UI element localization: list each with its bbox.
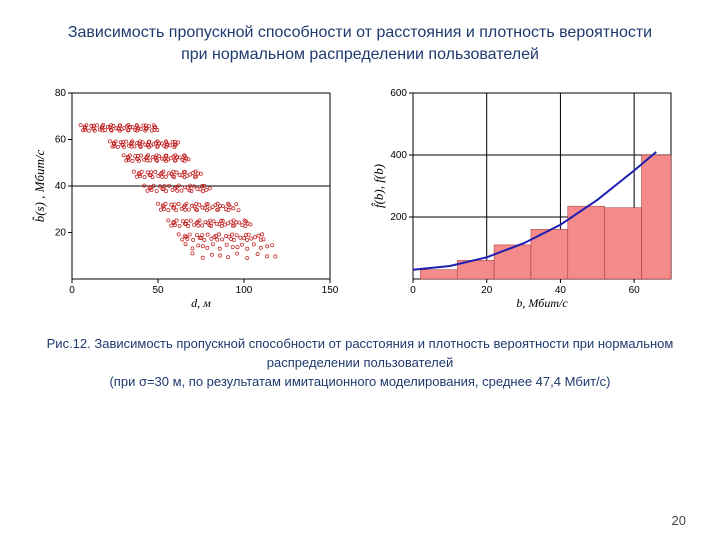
slide: Зависимость пропускной способности от ра…	[0, 0, 720, 540]
svg-text:0: 0	[69, 285, 75, 296]
svg-text:150: 150	[322, 285, 339, 296]
svg-text:100: 100	[236, 285, 253, 296]
figure-caption: Рис.12. Зависимость пропускной способнос…	[0, 321, 720, 392]
svg-text:b̂(s) , Мбит/с: b̂(s) , Мбит/с	[32, 150, 47, 223]
scatter-chart-svg: 0 50 100 150 20 40 60 80 d, м b̂(s) , Мбит/с	[28, 81, 348, 321]
title-line-1: Зависимость пропускной способности от ра…	[68, 24, 652, 41]
svg-text:40: 40	[555, 285, 567, 296]
svg-text:d, м: d, м	[191, 296, 211, 310]
svg-text:20: 20	[481, 285, 493, 296]
histogram-chart-svg: 0 20 40 60 200 400 600 b, Мбит/с f̂(b), f(b)	[369, 81, 689, 321]
caption-line-1: Рис.12. Зависимость пропускной способнос…	[47, 336, 674, 351]
slide-title: Зависимость пропускной способности от ра…	[0, 0, 720, 71]
caption-line-2: распределении пользователей	[267, 355, 453, 370]
left-chart: 0 50 100 150 20 40 60 80 d, м b̂(s) , Мбит/с	[28, 81, 351, 321]
title-line-2: при нормальном распределении пользовател…	[181, 46, 539, 63]
caption-line-3: (при σ=30 м, по результатам имитационног…	[109, 374, 610, 389]
svg-text:80: 80	[55, 88, 67, 99]
svg-text:0: 0	[410, 285, 416, 296]
right-chart: 0 20 40 60 200 400 600 b, Мбит/с f̂(b), f(b)	[369, 81, 692, 321]
page-number: 20	[672, 513, 686, 528]
svg-text:40: 40	[55, 181, 67, 192]
svg-text:400: 400	[390, 150, 407, 161]
svg-text:f̂(b), f(b): f̂(b), f(b)	[371, 164, 386, 208]
svg-text:b, Мбит/с: b, Мбит/с	[516, 296, 568, 310]
svg-text:50: 50	[152, 285, 164, 296]
svg-text:20: 20	[55, 228, 67, 239]
svg-text:60: 60	[629, 285, 641, 296]
svg-text:60: 60	[55, 135, 67, 146]
charts-row: 0 50 100 150 20 40 60 80 d, м b̂(s) , Мбит/с 0 20 4…	[0, 71, 720, 321]
svg-text:200: 200	[390, 212, 407, 223]
svg-text:600: 600	[390, 88, 407, 99]
